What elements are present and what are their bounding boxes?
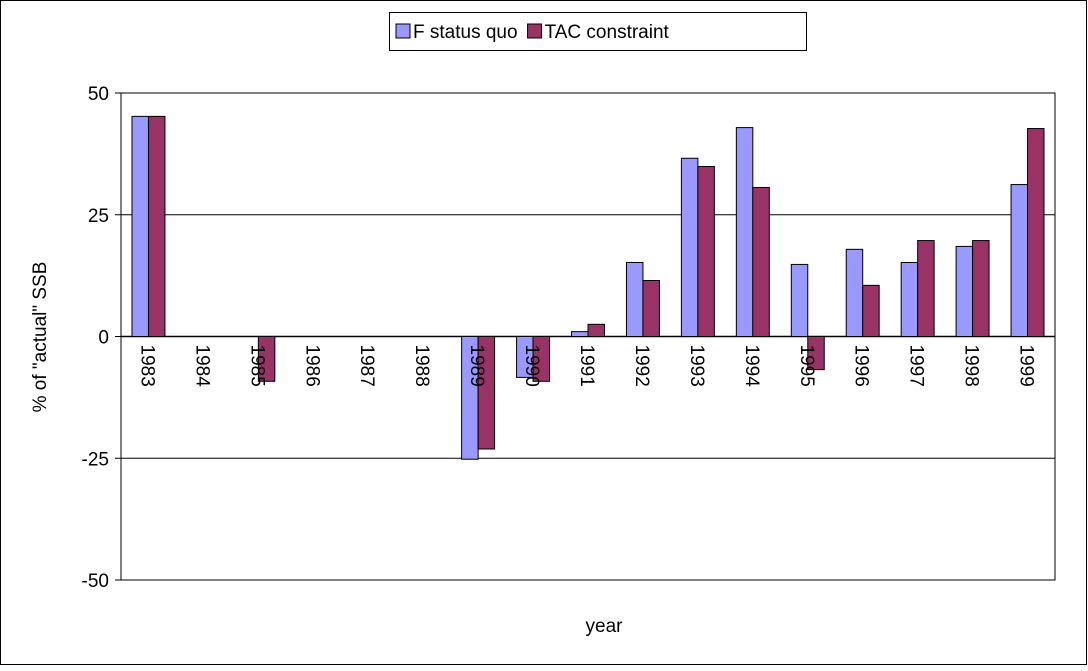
x-axis-title: year: [586, 616, 624, 637]
bar: [845, 248, 864, 337]
x-tick-label: 1994: [741, 345, 762, 388]
y-tick-label: 0: [98, 328, 109, 349]
bar: [697, 166, 715, 337]
x-tick-label: 1996: [851, 345, 872, 387]
x-tick-label: 1987: [356, 345, 377, 387]
bar: [587, 323, 605, 338]
x-tick-label: 1984: [191, 345, 212, 388]
y-tick-label: 50: [88, 84, 109, 105]
x-tick-label: 1985: [246, 345, 267, 387]
bar: [257, 336, 276, 382]
bar: [642, 279, 660, 337]
bar: [807, 336, 825, 371]
legend-swatch: [395, 23, 411, 39]
bar: [862, 284, 880, 337]
bar: [147, 115, 166, 337]
bar: [972, 240, 990, 338]
bar: [571, 331, 589, 338]
legend-swatch: [527, 23, 543, 39]
y-tick-label: 25: [88, 206, 109, 227]
x-tick-label: 1988: [411, 345, 432, 387]
bar: [900, 261, 919, 338]
x-tick-label: 1995: [796, 345, 817, 387]
y-tick-label: -50: [82, 571, 109, 592]
x-tick-label: 1992: [631, 345, 652, 387]
x-tick-label: 1983: [136, 345, 157, 387]
legend-label: TAC constraint: [545, 22, 670, 43]
x-tick-label: 1997: [906, 345, 927, 387]
y-axis-title: % of "actual" SSB: [30, 262, 51, 413]
bar: [131, 115, 149, 337]
bar: [1010, 184, 1029, 337]
x-tick-label: 1998: [961, 345, 982, 387]
bar: [680, 157, 699, 337]
x-tick-label: 1993: [686, 345, 707, 387]
bar: [625, 261, 644, 338]
x-tick-label: 1991: [576, 345, 597, 387]
bar: [477, 336, 496, 450]
bar: [532, 336, 551, 382]
x-tick-label: 1986: [301, 345, 322, 387]
bar: [917, 240, 935, 338]
legend: [389, 12, 807, 51]
bar: [1027, 128, 1045, 337]
bar: [955, 245, 974, 337]
legend-label: F status quo: [413, 22, 518, 43]
y-tick-label: -25: [82, 449, 109, 470]
x-tick-label: 1989: [466, 345, 487, 387]
bar: [790, 263, 809, 338]
x-tick-label: 1990: [521, 345, 542, 387]
x-tick-label: 1999: [1016, 345, 1037, 387]
bar: [752, 186, 770, 337]
bar: [735, 127, 754, 338]
